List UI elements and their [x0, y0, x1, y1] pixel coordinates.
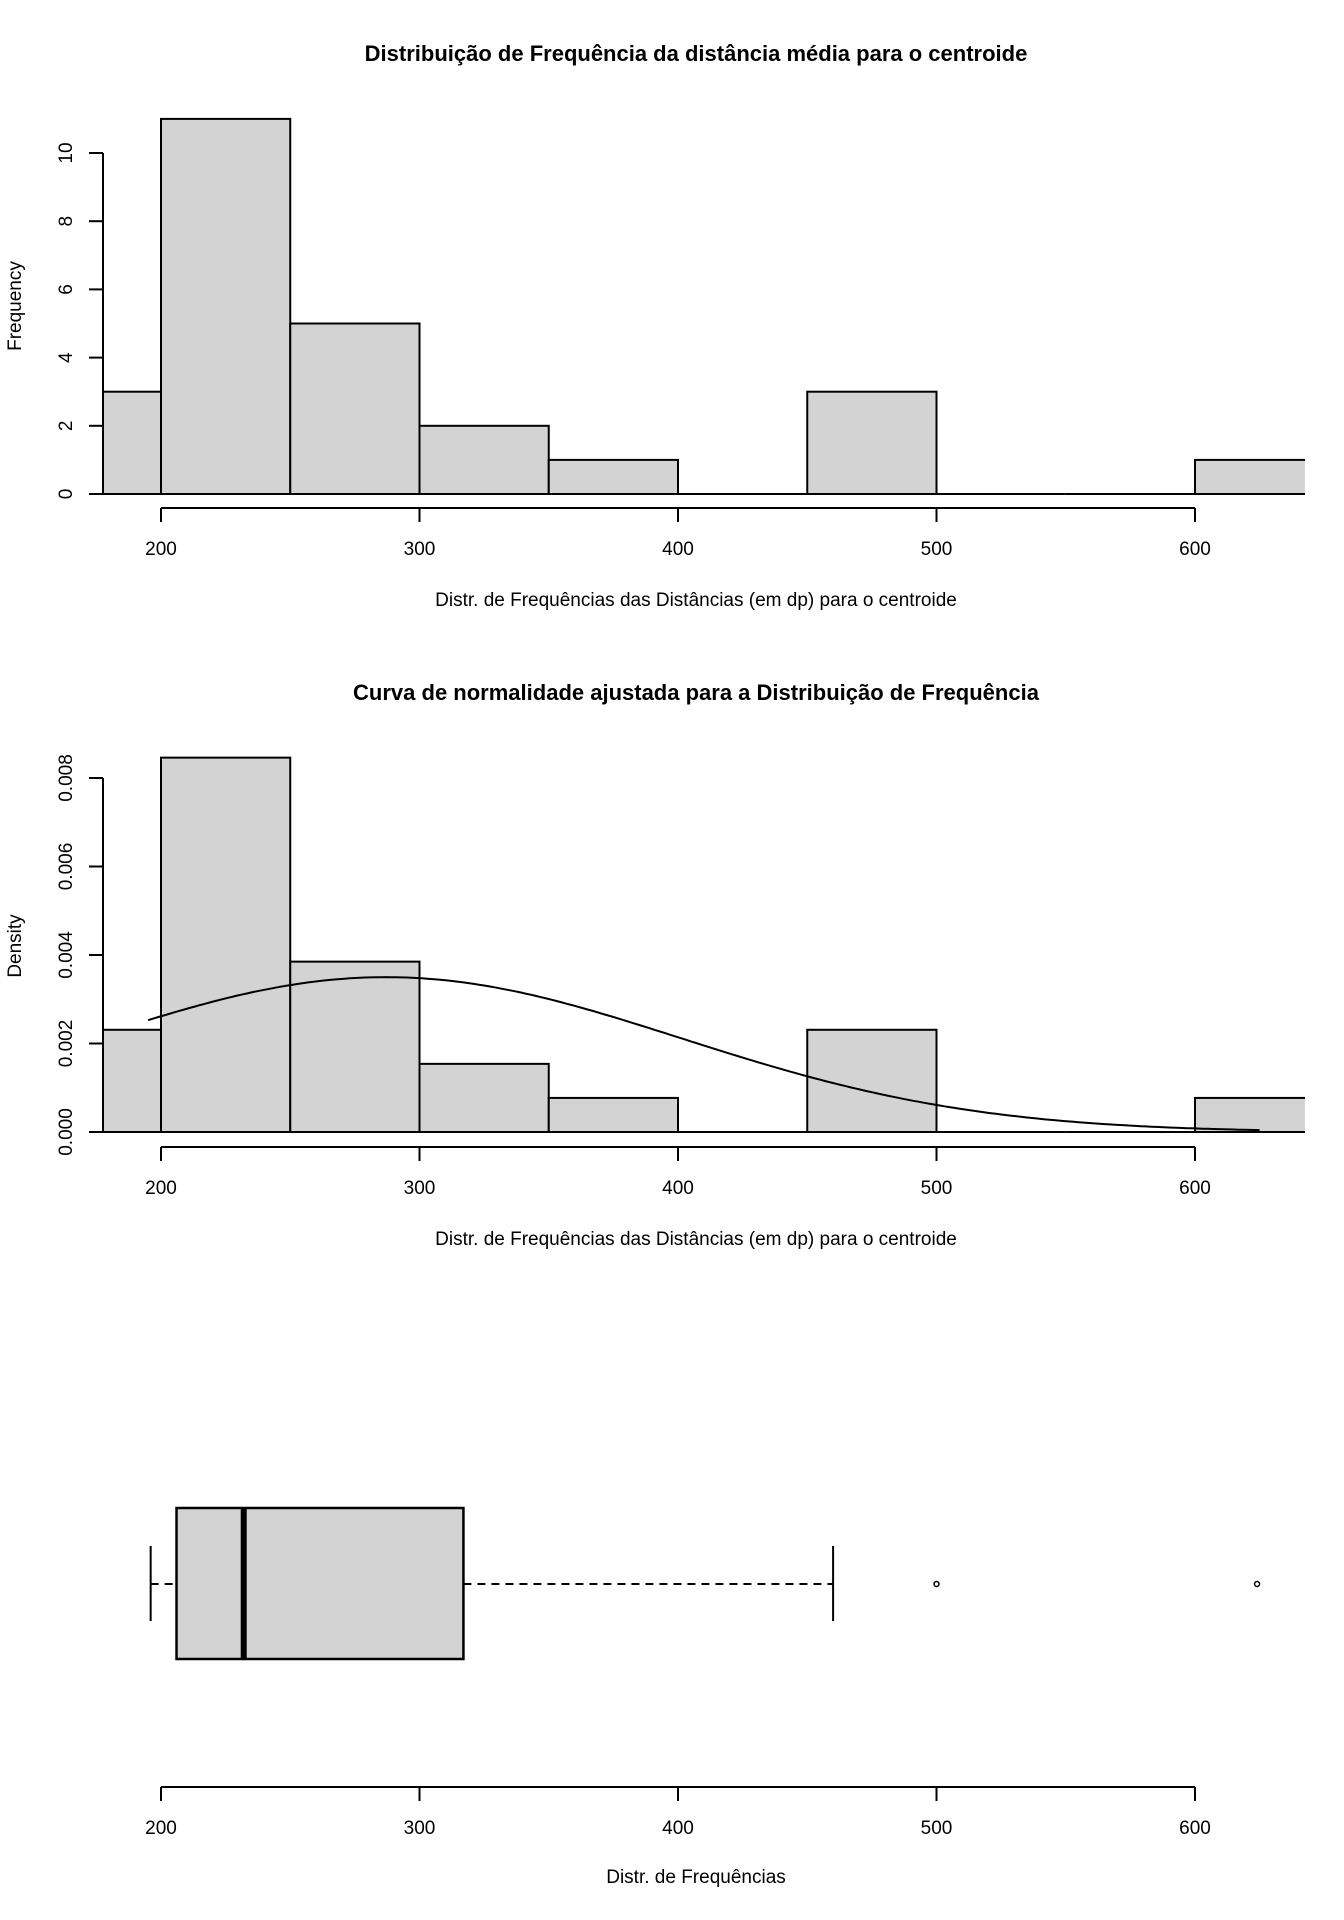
boxplot-x-tick-label: 600: [1179, 1818, 1211, 1839]
hist2-x-tick-label: 600: [1179, 1178, 1211, 1199]
hist1-x-tick-label: 500: [921, 539, 953, 560]
hist2-bar: [547, 1096, 679, 1133]
hist1-x-tick-label: 200: [145, 539, 177, 560]
hist1-bar: [289, 322, 421, 495]
hist1-bar: [418, 424, 550, 495]
hist2-title: Curva de normalidade ajustada para a Dis…: [353, 680, 1040, 705]
hist1-x-tick-label: 400: [662, 539, 694, 560]
hist2-bars: [103, 756, 1305, 1134]
hist1-y-tick-label: 8: [56, 216, 77, 227]
outlier-point: [933, 1580, 940, 1588]
hist1-x-tick-label: 300: [404, 539, 436, 560]
hist1-y-tick-label: 10: [56, 142, 77, 163]
hist2-bar: [160, 756, 292, 1134]
hist2-ylabel: Density: [5, 914, 26, 978]
hist2-y-tick-label: 0.004: [56, 931, 77, 979]
boxplot-x-tick-label: 400: [662, 1818, 694, 1839]
hist1-bars: [103, 117, 1305, 496]
hist1-bar: [547, 458, 679, 495]
boxplot-xlabel: Distr. de Frequências: [606, 1867, 786, 1888]
hist2-bar: [806, 1028, 938, 1133]
hist2-bar: [289, 960, 421, 1134]
hist2-x-tick-label: 400: [662, 1178, 694, 1199]
hist1-plot: 0 2 4 6 8 10 200 300 400 500 600: [56, 117, 1305, 560]
hist2-bar: [1194, 1096, 1305, 1133]
hist1-bar: [160, 117, 292, 496]
hist2-x-tick-label: 300: [404, 1178, 436, 1199]
hist1-y-tick-label: 2: [56, 421, 77, 432]
hist2-x-tick-label: 500: [921, 1178, 953, 1199]
hist2-y-tick-label: 0.002: [56, 1020, 77, 1068]
normal-curve: [147, 976, 1260, 1132]
hist1-x-tick-label: 600: [1179, 539, 1211, 560]
hist1-y-tick-label: 0: [56, 489, 77, 500]
boxplot-x-tick-label: 500: [921, 1818, 953, 1839]
hist2-x-tick-label: 200: [145, 1178, 177, 1199]
hist1-xlabel: Distr. de Frequências das Distâncias (em…: [435, 590, 957, 611]
hist2-bar: [103, 1028, 162, 1133]
boxplot-x-tick-label: 200: [145, 1818, 177, 1839]
boxplot-plot: 200 300 400 500 600: [145, 1506, 1261, 1839]
hist2-y-tick-label: 0.008: [56, 754, 77, 802]
hist2-xlabel: Distr. de Frequências das Distâncias (em…: [435, 1229, 957, 1250]
outlier-point: [1253, 1580, 1261, 1588]
hist2-plot: 0.000 0.002 0.004 0.006 0.008 200 300 400 500 600: [56, 754, 1305, 1199]
boxplot-x-tick-label: 300: [404, 1818, 436, 1839]
hist2-y-tick-label: 0.000: [56, 1108, 77, 1156]
hist2-bar: [418, 1062, 550, 1133]
hist1-y-tick-label: 4: [56, 352, 77, 363]
hist1-bar: [103, 390, 162, 496]
hist2-y-tick-label: 0.006: [56, 843, 77, 891]
iqr-box: [175, 1506, 465, 1661]
hist1-title: Distribuição de Frequência da distância …: [365, 41, 1028, 66]
hist1-bar: [806, 390, 938, 496]
hist1-y-tick-label: 6: [56, 284, 77, 295]
hist1-ylabel: Frequency: [5, 261, 26, 351]
hist1-bar: [1194, 458, 1305, 495]
